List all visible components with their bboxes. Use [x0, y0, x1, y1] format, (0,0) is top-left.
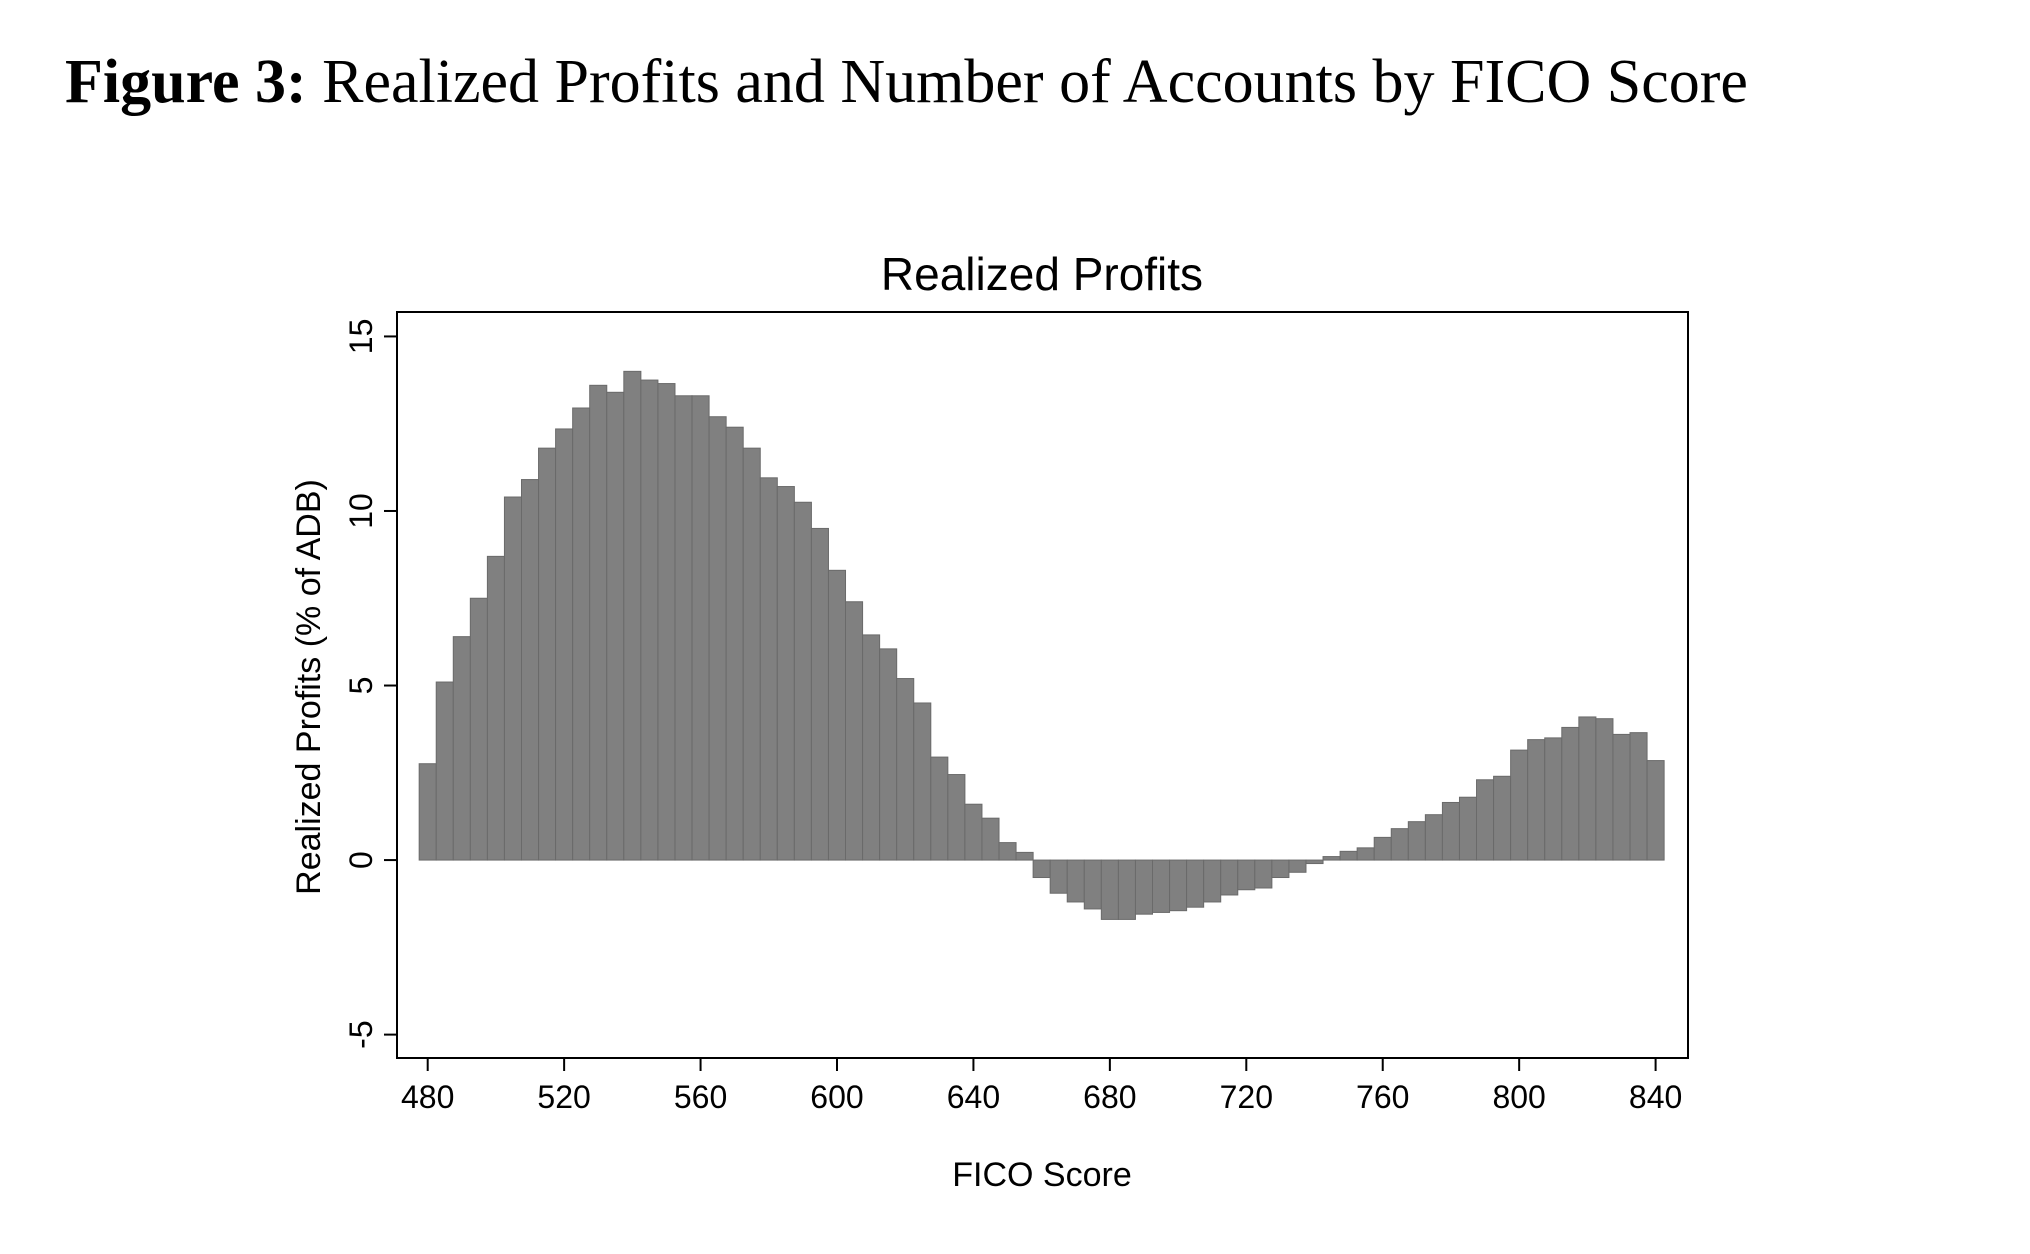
bar: [1134, 859, 1153, 915]
y-axis-label: Realized Profits (% of ADB): [290, 479, 328, 895]
bar: [947, 774, 966, 861]
bar: [1305, 859, 1324, 865]
bar: [998, 842, 1017, 861]
bar: [1237, 859, 1256, 891]
x-tick-label: 640: [947, 1079, 1000, 1115]
bar: [1544, 737, 1563, 861]
bar: [1100, 859, 1119, 920]
bar: [1493, 775, 1512, 861]
bar: [674, 395, 693, 861]
bar: [1510, 749, 1529, 861]
bar: [1646, 760, 1665, 861]
bar: [793, 501, 812, 861]
bar: [1117, 859, 1136, 920]
bar: [879, 648, 898, 861]
bar: [572, 407, 591, 861]
bar: [1032, 859, 1051, 879]
bar: [776, 486, 795, 861]
bar: [930, 756, 949, 861]
bar: [1612, 733, 1631, 861]
bar: [845, 601, 864, 861]
bar: [964, 803, 983, 861]
bar: [435, 681, 454, 861]
bar: [691, 395, 710, 861]
bar: [503, 496, 522, 861]
bar: [759, 477, 778, 861]
bar: [1169, 859, 1188, 912]
bar: [981, 817, 1000, 861]
bar: [1254, 859, 1273, 889]
bar: [1083, 859, 1102, 910]
y-tick-label: 5: [343, 677, 379, 695]
bar: [452, 636, 471, 861]
bar: [1390, 828, 1409, 861]
bar: [1186, 859, 1205, 908]
bar: [538, 447, 557, 861]
bar: [1373, 836, 1392, 861]
x-tick-label: 680: [1083, 1079, 1136, 1115]
bar: [1527, 739, 1546, 861]
bar: [742, 447, 761, 861]
x-tick-label: 560: [674, 1079, 727, 1115]
bar: [606, 391, 625, 861]
bar: [623, 370, 642, 861]
bar: [827, 569, 847, 861]
bar: [657, 383, 676, 861]
bar: [862, 634, 881, 861]
bar: [1203, 859, 1222, 903]
bar: [810, 527, 829, 861]
bar: [640, 379, 659, 861]
bar: [418, 763, 437, 861]
bar: [469, 597, 488, 861]
bar: [1578, 716, 1597, 861]
bar: [1407, 821, 1426, 861]
x-tick-label: 600: [810, 1079, 863, 1115]
bar: [1049, 859, 1068, 894]
y-tick-label: 10: [343, 493, 379, 529]
bar: [1356, 847, 1375, 861]
bar: [1066, 859, 1085, 903]
figure-title: Realized Profits and Number of Accounts …: [322, 48, 1748, 116]
bar: [913, 702, 932, 861]
chart-title: Realized Profits: [881, 248, 1203, 300]
y-tick-label: -5: [343, 1020, 379, 1048]
y-tick-label: 15: [343, 319, 379, 355]
x-tick-label: 800: [1492, 1079, 1545, 1115]
bar: [896, 678, 915, 861]
figure-label: Figure 3:: [65, 48, 307, 116]
bar: [725, 426, 744, 861]
bar: [708, 416, 727, 861]
x-tick-label: 760: [1356, 1079, 1409, 1115]
bar: [1458, 796, 1478, 861]
bar: [1220, 859, 1239, 896]
bar: [1629, 732, 1648, 861]
bar: [1015, 851, 1034, 861]
bar: [555, 428, 574, 861]
y-tick-label: 0: [343, 851, 379, 869]
figure-heading: Figure 3: Realized Profits and Number of…: [65, 48, 1748, 116]
bar: [1288, 859, 1307, 873]
x-tick-label: 840: [1629, 1079, 1682, 1115]
bar: [486, 555, 505, 861]
bar: [1424, 814, 1443, 861]
x-tick-label: 520: [537, 1079, 590, 1115]
bar: [1561, 726, 1580, 861]
x-axis-label: FICO Score: [952, 1156, 1131, 1194]
bar: [1441, 801, 1460, 861]
x-tick-label: 720: [1220, 1079, 1273, 1115]
bar: [1339, 850, 1358, 861]
bar: [1151, 859, 1171, 913]
bar: [589, 384, 608, 861]
bar: [1322, 856, 1341, 861]
bar: [1595, 718, 1614, 861]
bar: [1271, 859, 1290, 879]
bar: [1476, 779, 1495, 861]
bar: [520, 479, 540, 861]
x-tick-label: 480: [401, 1079, 454, 1115]
